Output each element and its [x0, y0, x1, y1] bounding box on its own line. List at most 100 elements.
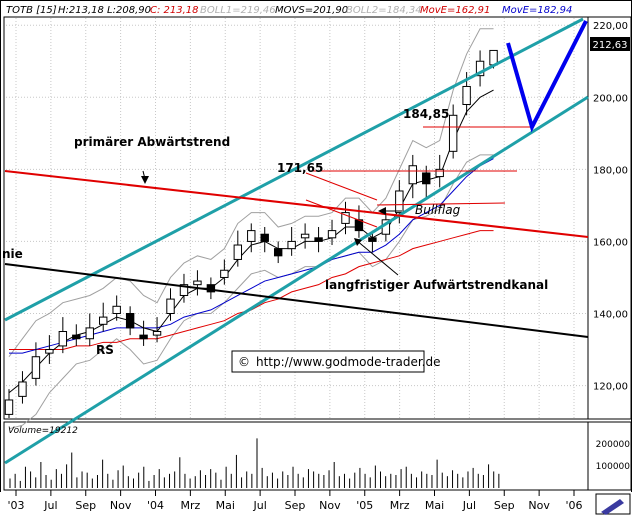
candle-body [18, 381, 27, 397]
candle-body [45, 349, 54, 354]
volume-tick-100k: 100000 [596, 462, 631, 472]
candle-body [462, 85, 471, 105]
x-tick-label: Mrz [180, 499, 200, 512]
x-tick-label: Nov [528, 499, 550, 512]
candle-body [179, 284, 189, 296]
candle-body [85, 327, 94, 340]
candle-body [422, 172, 431, 185]
x-tick-label: Sep [285, 499, 306, 512]
candle-body [368, 237, 377, 242]
candle-body [139, 334, 148, 340]
channel-lower-line [4, 95, 589, 465]
candle-body [408, 165, 417, 185]
candle-body [287, 240, 296, 250]
candle-body [260, 233, 269, 242]
channel-arrow [355, 239, 399, 276]
x-tick-label: '05 [356, 499, 373, 512]
downtrend-label: primärer Abwärtstrend [74, 135, 230, 149]
candle-body [125, 312, 135, 329]
level-high-label: 184,85 [403, 107, 449, 121]
downtrend-line [4, 170, 589, 238]
x-tick-label: Nov [110, 499, 132, 512]
candle-body [247, 230, 256, 242]
candle-body [112, 305, 121, 314]
source-box [231, 350, 425, 373]
x-tick-label: '06 [565, 499, 582, 512]
volume-axis [587, 421, 632, 491]
channel-arrowhead [354, 238, 362, 246]
time-axis [0, 492, 632, 516]
candle-body [193, 280, 202, 286]
y-tick-label: 180,00 [593, 165, 628, 176]
downtrend-arrowhead [141, 176, 149, 184]
y-tick-label: 200,00 [593, 93, 628, 104]
channel-label: langfristiger Aufwärtstrendkanal [325, 278, 548, 292]
candle-body [72, 334, 81, 340]
move-red-text: MovE=162,91 [420, 5, 490, 16]
boll2-text: BOLL2=184,34 [346, 5, 422, 16]
axis-labels: 120,00 140,00 160,00 180,00 200,00 220,00 '03 J… [7, 21, 628, 512]
source-link[interactable]: http://www.godmode-trader.de [256, 355, 441, 369]
candle-body [327, 230, 337, 239]
x-tick-label: Jul [252, 499, 266, 512]
bullflag-target [376, 202, 506, 206]
x-tick-label: Nov [319, 499, 341, 512]
candle-body [233, 244, 243, 260]
x-tick-label: Mai [425, 499, 444, 512]
bullflag-lower [305, 199, 378, 228]
bullflag-upper [305, 172, 378, 201]
candle-body [99, 316, 108, 325]
header-bar [4, 2, 628, 16]
candle-body [206, 284, 216, 293]
x-tick-label: Mrz [390, 499, 410, 512]
candle-body [152, 331, 162, 336]
candles [4, 49, 498, 418]
channel-upper-line [4, 17, 584, 322]
move-blue-text: MovE=182,94 [502, 5, 572, 16]
candle-body [220, 269, 229, 278]
x-tick-label: Sep [75, 499, 96, 512]
rs-label: RS [96, 343, 114, 357]
candle-body [273, 248, 283, 257]
candle-body [475, 60, 485, 77]
volume-bars [9, 438, 500, 488]
x-tick-label: Jul [43, 499, 57, 512]
projection-path [506, 20, 588, 133]
x-tick-label: Sep [494, 499, 515, 512]
long-trend-line [4, 263, 589, 338]
x-tick-label: Mai [216, 499, 235, 512]
movs-text: MOVS=201,90 [275, 5, 348, 16]
x-tick-label: '03 [7, 499, 24, 512]
boll1-text: BOLL1=219,46 [200, 5, 276, 16]
candle-body [314, 237, 323, 242]
candle-body [341, 212, 350, 224]
x-tick-label: Jul [462, 499, 476, 512]
volume-tick-200k: 200000 [596, 440, 631, 450]
bullflag-label: Bullflag [415, 203, 461, 217]
close-text: C: 213,18 [150, 5, 199, 16]
price-axis [587, 16, 632, 420]
bollinger-upper-series [8, 28, 494, 358]
volume-header: Volume=19212 [8, 426, 78, 436]
candle-body [448, 114, 458, 152]
bullflag-arrowhead [378, 207, 386, 215]
candle-body [300, 233, 310, 239]
line-label: nie [2, 247, 23, 261]
copyright-symbol: © [238, 355, 250, 369]
candle-body [31, 356, 41, 379]
volume-plot-area [3, 421, 589, 491]
last-price-text: 212,63 [593, 40, 628, 51]
y-tick-label: 120,00 [593, 382, 628, 393]
candle-body [435, 168, 444, 178]
level-low-label: 171,65 [277, 161, 323, 175]
candle-body [395, 190, 404, 214]
last-price-box [590, 37, 630, 51]
y-tick-label: 160,00 [593, 237, 628, 248]
high-low-text: H:213,18 L:208,90 [58, 5, 151, 16]
trend-drawings [4, 17, 589, 465]
symbol-text: TOTB [15] [6, 5, 57, 16]
candle-body [166, 298, 175, 314]
candle-body [58, 331, 68, 347]
